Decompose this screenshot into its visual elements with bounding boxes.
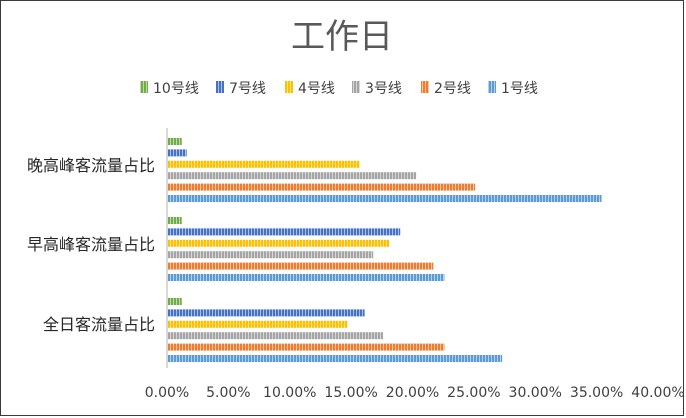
bar-2-cat-0 (168, 343, 445, 351)
bar-1-cat-0 (168, 355, 503, 362)
legend-swatch-3 (352, 81, 360, 93)
bar-7-cat-0 (168, 309, 365, 317)
bar-2-cat-2 (168, 183, 476, 191)
category-label-1: 早高峰客流量占比 (27, 235, 155, 254)
x-tick-label-1: 5.00% (206, 385, 250, 401)
legend-label-3: 3号线 (365, 81, 402, 97)
x-tick-label-2: 10.00% (263, 385, 316, 401)
bar-4-cat-2 (168, 160, 360, 168)
bar-7-cat-2 (168, 149, 187, 157)
x-tick-label-5: 25.00% (447, 385, 500, 401)
x-tick-label-3: 15.00% (324, 385, 377, 401)
bar-10-cat-0 (168, 298, 182, 305)
legend-label-7: 7号线 (229, 81, 266, 97)
bars-group (168, 138, 602, 362)
bar-3-cat-0 (168, 332, 384, 340)
bar-1-cat-1 (168, 274, 445, 281)
category-label-0: 全日客流量占比 (43, 315, 155, 334)
legend-swatch-2 (421, 81, 429, 93)
x-tick-label-8: 40.00% (631, 385, 684, 401)
bar-1-cat-2 (168, 195, 602, 202)
legend-label-4: 4号线 (298, 81, 335, 97)
category-label-2: 晚高峰客流量占比 (27, 156, 155, 175)
x-tick-labels: 0.00% 5.00% 10.00% 15.00% 20.00% 25.00% 30.00%… (145, 385, 685, 401)
x-tick-label-0: 0.00% (145, 385, 189, 401)
legend-swatch-1 (488, 81, 496, 93)
bar-7-cat-1 (168, 228, 401, 236)
legend-label-10: 10号线 (153, 81, 199, 97)
bar-3-cat-1 (168, 251, 374, 259)
chart-legend: 10号线 7号线 4号线 3号线 2号线 1号线 (140, 81, 538, 97)
bar-10-cat-1 (168, 217, 182, 224)
bar-10-cat-2 (168, 138, 182, 145)
bar-2-cat-1 (168, 262, 434, 270)
legend-label-1: 1号线 (501, 81, 538, 97)
bar-3-cat-2 (168, 172, 417, 180)
x-tick-label-6: 30.00% (509, 385, 562, 401)
legend-label-2: 2号线 (434, 81, 471, 97)
legend-swatch-10 (140, 81, 148, 93)
chart-title: 工作日 (291, 17, 393, 57)
bar-4-cat-0 (168, 320, 348, 328)
bar-4-cat-1 (168, 239, 390, 247)
x-tick-label-4: 20.00% (386, 385, 439, 401)
legend-swatch-7 (216, 81, 224, 93)
legend-swatch-4 (285, 81, 293, 93)
x-tick-label-7: 35.00% (570, 385, 623, 401)
